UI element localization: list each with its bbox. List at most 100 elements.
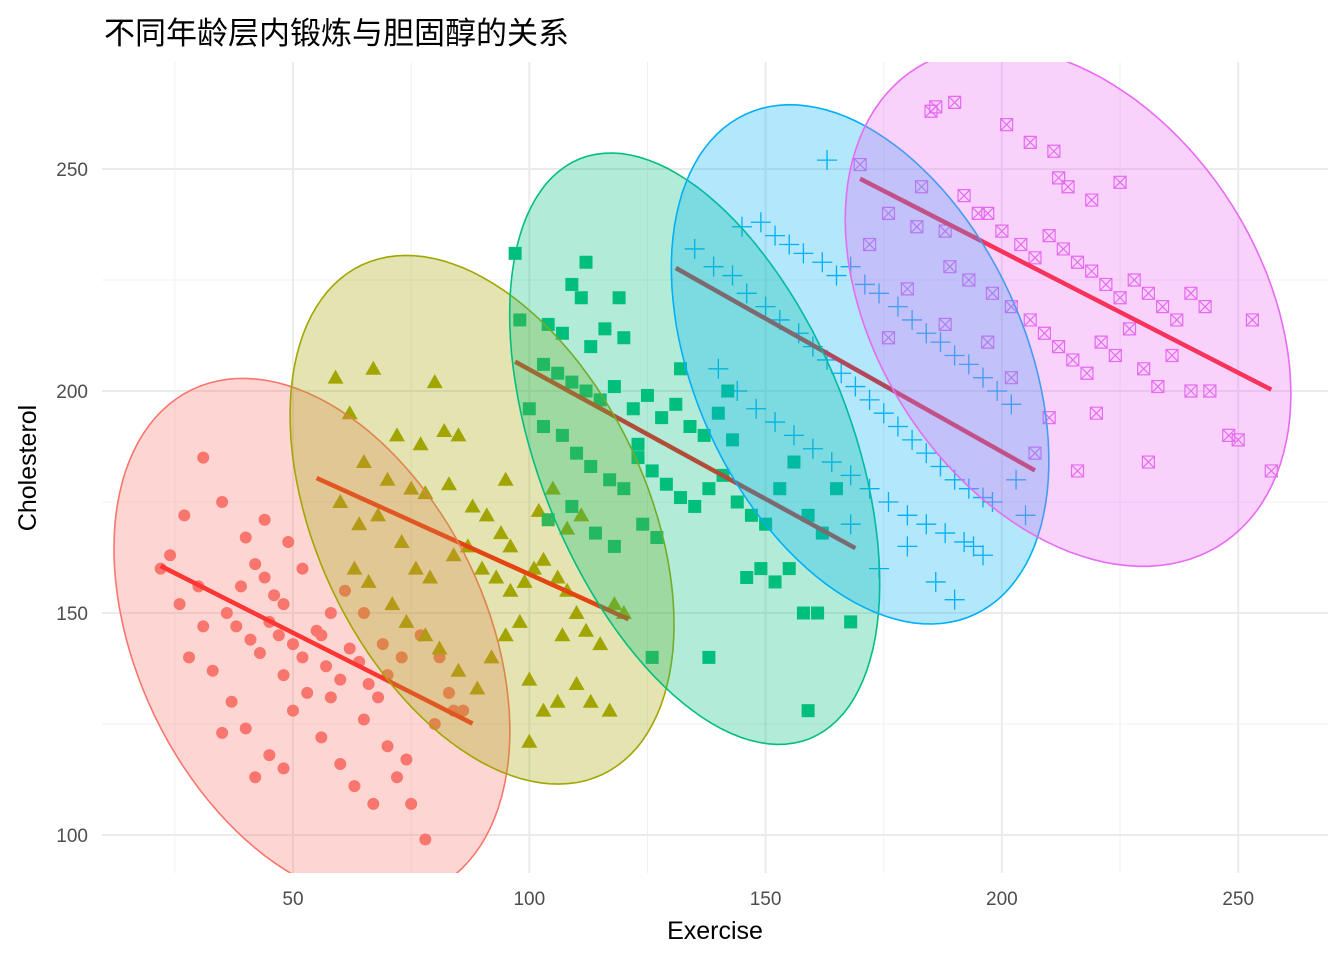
point-plus	[731, 216, 752, 237]
point-triangle	[450, 662, 467, 677]
point-square	[744, 508, 758, 522]
point-square	[598, 322, 612, 336]
point-circle	[183, 651, 196, 664]
point-triangle	[422, 569, 439, 584]
point-triangle	[549, 693, 566, 708]
point-plus	[944, 345, 965, 366]
y-axis-label: Cholesterol	[14, 405, 42, 531]
point-circle	[334, 673, 347, 686]
point-square	[811, 606, 825, 620]
point-circle	[253, 646, 266, 659]
point-plus	[859, 389, 880, 410]
point-circle	[216, 496, 229, 508]
point-plus	[972, 487, 993, 508]
point-square-x	[1141, 286, 1156, 300]
point-square	[683, 420, 697, 434]
point-square	[565, 277, 579, 291]
point-circle	[395, 651, 408, 664]
point-plus	[930, 456, 951, 477]
point-triangle	[511, 613, 528, 628]
point-circle	[263, 749, 276, 762]
point-plus	[944, 589, 965, 610]
point-circle	[357, 713, 370, 726]
point-square	[754, 562, 768, 576]
point-plus	[925, 571, 946, 592]
ellipse-group-3	[508, 152, 881, 746]
point-triangle	[554, 627, 571, 642]
point-square	[674, 491, 688, 505]
point-square-x	[1004, 371, 1018, 385]
point-square-x	[1089, 406, 1104, 420]
point-triangle	[516, 573, 533, 588]
x-tick-label: 200	[986, 889, 1018, 910]
point-circle	[390, 771, 403, 784]
point-plus	[954, 531, 975, 552]
point-plus	[703, 256, 724, 277]
point-square	[555, 428, 569, 442]
x-tick-label: 150	[750, 889, 782, 910]
point-plus	[845, 376, 866, 397]
point-triangle	[393, 533, 410, 548]
point-square	[513, 313, 527, 327]
point-square	[574, 291, 588, 305]
point-square-x	[1052, 340, 1066, 354]
ellipse-group-1	[113, 377, 511, 873]
point-square-x	[1141, 455, 1156, 469]
regression-line-group-4	[674, 266, 1037, 473]
point-triangle	[431, 640, 448, 655]
point-circle	[206, 664, 219, 677]
ellipse-group-4	[670, 103, 1050, 625]
point-square	[796, 606, 810, 620]
point-triangle	[365, 360, 382, 375]
point-plus	[746, 398, 767, 419]
point-triangle	[464, 498, 481, 513]
point-plus	[727, 381, 748, 401]
point-square-x	[948, 95, 962, 109]
point-triangle	[341, 405, 358, 420]
point-circle	[287, 638, 299, 651]
point-triangle	[370, 507, 387, 522]
point-circle	[367, 797, 380, 810]
point-square-x	[881, 206, 896, 220]
point-circle	[405, 797, 418, 810]
point-plus	[963, 536, 984, 557]
point-square-x	[1231, 433, 1245, 447]
y-axis-ticks: 100 150 200 250	[56, 160, 88, 847]
x-tick-label: 50	[282, 889, 303, 910]
point-square-x	[1085, 193, 1099, 207]
point-square	[726, 433, 740, 447]
point-square	[829, 482, 843, 496]
point-square	[588, 526, 602, 540]
point-plus	[972, 367, 993, 388]
point-circle	[457, 704, 470, 717]
point-plus	[958, 478, 979, 499]
point-plus	[958, 354, 979, 375]
point-square-x	[981, 335, 995, 349]
point-triangle	[388, 427, 405, 442]
point-square	[844, 615, 858, 629]
point-triangle	[497, 627, 514, 642]
point-triangle	[601, 702, 618, 717]
point-square	[584, 459, 598, 473]
point-square-x	[1028, 446, 1042, 460]
point-circle	[216, 726, 229, 739]
point-square	[740, 570, 754, 584]
point-plus	[1001, 394, 1022, 415]
point-triangle	[360, 573, 377, 588]
point-circle	[277, 669, 290, 682]
point-circle	[235, 580, 248, 593]
point-square	[607, 539, 621, 553]
point-plus	[916, 443, 937, 464]
point-square-x	[881, 331, 896, 345]
point-circle	[338, 584, 351, 597]
point-square	[787, 455, 801, 469]
point-plus	[930, 332, 951, 353]
point-triangle	[417, 627, 434, 642]
point-square	[617, 482, 631, 496]
data-points	[154, 95, 1278, 846]
point-triangle	[559, 520, 576, 535]
regression-lines	[159, 176, 1273, 726]
point-square-x	[1080, 366, 1094, 380]
point-circle	[442, 686, 455, 699]
point-square-x	[1056, 242, 1070, 256]
